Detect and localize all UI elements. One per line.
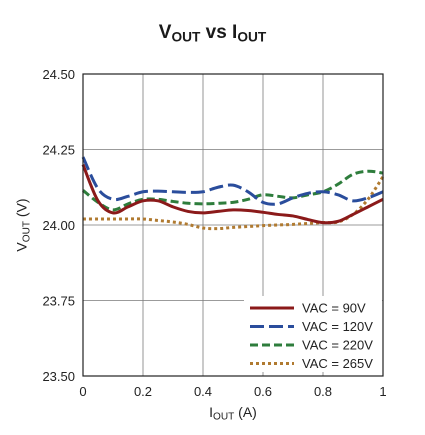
x-tick-label: 0.4 [194,384,212,399]
x-label-unit: (A) [234,404,257,420]
chart-title: VOUT vs IOUT [0,22,425,44]
x-tick-label: 1 [379,384,386,399]
y-tick-label: 23.75 [42,294,75,309]
y-tick-label: 24.50 [42,67,75,82]
x-tick-label: 0 [79,384,86,399]
legend-label: VAC = 220V [302,338,373,353]
title-v-subscript: OUT [171,29,201,45]
plot-border [82,73,384,377]
y-tick-label: 24.00 [42,218,75,233]
title-i: I [232,22,238,43]
tick-labels: 0 0.2 0.4 0.6 0.8 1 23.50 23.75 24.00 24.25 24.50 [42,67,386,399]
x-tick-label: 0.8 [314,384,332,399]
legend: VAC = 90V VAC = 120V VAC = 220V VAC = 265V [244,296,382,372]
series-layer [81,156,385,231]
series-line-1 [81,156,384,206]
title-v: V [158,22,172,43]
series-line-2 [82,169,384,212]
x-label-main: I [209,404,214,420]
title-vs: vs [200,22,233,43]
y-tick-label: 24.25 [42,143,75,158]
legend-label: VAC = 265V [302,356,373,371]
series-line-3 [83,175,385,231]
legend-label: VAC = 120V [302,319,373,334]
series-line-0 [81,164,384,225]
legend-label: VAC = 90V [302,301,366,316]
x-label-subscript: OUT [213,411,235,423]
x-tick-label: 0.2 [134,384,152,399]
x-axis-label: IOUT (A) [83,404,383,423]
title-i-subscript: OUT [237,29,267,45]
y-tick-label: 23.50 [42,369,75,384]
x-tick-label: 0.6 [254,384,272,399]
